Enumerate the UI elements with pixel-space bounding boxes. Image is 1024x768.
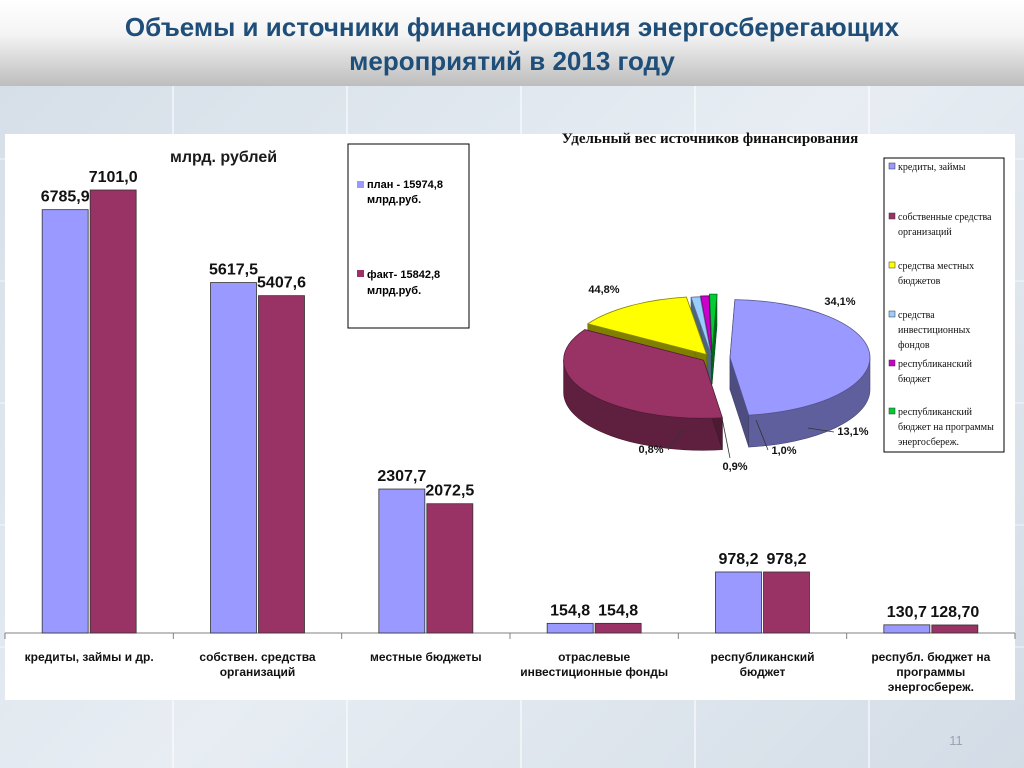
data-label-fact: 154,8 bbox=[598, 602, 638, 619]
slide-title: Объемы и источники финансирования энерго… bbox=[0, 10, 1024, 78]
bar-plan bbox=[883, 624, 931, 634]
pie-slice bbox=[709, 293, 718, 353]
pie-legend-label: энергосбереж. bbox=[898, 437, 959, 448]
pie-legend-label: средства местных bbox=[898, 261, 974, 272]
bar-plan bbox=[378, 488, 426, 634]
pie-leader-line bbox=[667, 427, 685, 451]
pie-legend-swatch bbox=[888, 310, 896, 318]
bar-fact bbox=[89, 189, 137, 634]
pie-data-label: 13,1% bbox=[837, 426, 868, 438]
pie-slice bbox=[586, 296, 708, 356]
pie-legend-label: кредиты, займы bbox=[898, 162, 966, 173]
x-tick-label: республиканский bbox=[711, 650, 815, 664]
pie-legend: кредиты, займы собственные средства органи… bbox=[883, 157, 1005, 453]
bar-plan bbox=[715, 571, 762, 634]
page-number: 11 bbox=[949, 733, 963, 748]
data-label-plan: 154,8 bbox=[550, 602, 590, 619]
pie-data-label: 34,1% bbox=[824, 296, 855, 308]
data-label-plan: 130,7 bbox=[887, 604, 927, 621]
legend-swatch-plan bbox=[357, 181, 364, 188]
data-label-fact: 5407,6 bbox=[257, 275, 306, 292]
pie-data-label: 0,8% bbox=[638, 444, 663, 456]
x-tick-label: программы bbox=[896, 665, 965, 679]
pie-legend-swatch bbox=[888, 162, 896, 170]
bar-plan bbox=[546, 622, 594, 634]
pie-legend-swatch bbox=[888, 212, 896, 220]
pie-legend-label: организаций bbox=[898, 227, 952, 238]
pie-legend-label: бюджет на программы bbox=[898, 422, 994, 433]
bar-plan bbox=[41, 209, 89, 634]
pie-leader-line bbox=[755, 419, 769, 451]
bar-legend-frame bbox=[347, 143, 470, 329]
bar-fact bbox=[594, 622, 642, 634]
unit-label: млрд. рублей bbox=[170, 149, 277, 166]
pie-slice bbox=[729, 299, 871, 416]
data-label-fact: 2072,5 bbox=[425, 483, 474, 500]
bar-plan bbox=[210, 282, 257, 634]
slide-title-line2: мероприятий в 2013 году bbox=[349, 46, 675, 76]
x-tick-label: инвестиционные фонды bbox=[520, 665, 668, 679]
data-label-fact: 7101,0 bbox=[89, 169, 138, 186]
x-tick-label: местные бюджеты bbox=[370, 650, 482, 664]
pie-slice bbox=[690, 296, 712, 355]
pie-title: Удельный вес источников финансирования bbox=[562, 131, 859, 147]
x-tick-label: отраслевые bbox=[558, 650, 630, 664]
pie-data-label: 44,8% bbox=[588, 284, 619, 296]
x-tick-label: кредиты, займы и др. bbox=[25, 650, 154, 664]
legend-swatch-fact bbox=[357, 270, 364, 277]
x-tick-label: собствен. средства bbox=[199, 650, 316, 664]
data-label-fact: 978,2 bbox=[766, 551, 806, 568]
data-label-plan: 2307,7 bbox=[377, 468, 426, 485]
pie-slice bbox=[563, 329, 723, 419]
pie-legend-swatch bbox=[888, 407, 896, 415]
legend-fact-line1: факт- 15842,8 bbox=[367, 269, 440, 281]
pie-legend-label: республиканский bbox=[898, 359, 973, 370]
pie-legend-label: бюджетов bbox=[898, 276, 941, 287]
pie-legend-label: собственные средства bbox=[898, 212, 992, 223]
data-label-fact: 128,70 bbox=[930, 604, 979, 621]
pie-legend-frame bbox=[883, 157, 1005, 453]
pie-leader-line bbox=[721, 417, 731, 459]
pie-legend-swatch bbox=[888, 261, 896, 269]
legend-plan-line2: млрд.руб. bbox=[367, 194, 421, 206]
pie-legend-label: бюджет bbox=[898, 374, 931, 385]
x-tick-label: бюджет bbox=[740, 665, 786, 679]
pie-leader-line bbox=[807, 427, 835, 433]
bar-fact bbox=[258, 295, 305, 634]
x-tick-label: энергосбереж. bbox=[888, 680, 974, 694]
data-label-plan: 5617,5 bbox=[209, 262, 258, 279]
data-label-plan: 6785,9 bbox=[41, 189, 90, 206]
bar-chart: 6785,9 7101,0 кредиты, займы и др. 5617,554… bbox=[4, 169, 1016, 694]
pie-legend-label: республиканский bbox=[898, 407, 973, 418]
bar-fact bbox=[931, 624, 979, 634]
pie-legend-swatch bbox=[888, 359, 896, 367]
bar-fact bbox=[763, 571, 810, 634]
data-label-plan: 978,2 bbox=[718, 551, 758, 568]
pie-legend-label: фондов bbox=[898, 340, 930, 351]
legend-plan-line1: план - 15974,8 bbox=[367, 179, 443, 191]
pie-data-label: 0,9% bbox=[722, 461, 747, 473]
pie-chart: Удельный вес источников финансирования 44… bbox=[562, 131, 1005, 473]
pie-legend-label: инвестиционных bbox=[898, 325, 970, 336]
chart-panel bbox=[5, 134, 1015, 700]
legend-fact-line2: млрд.руб. bbox=[367, 285, 421, 297]
slide-title-line1: Объемы и источники финансирования энерго… bbox=[124, 12, 900, 42]
bar-fact bbox=[426, 503, 474, 634]
pie-data-label: 1,0% bbox=[771, 445, 796, 457]
pie-legend-label: средства bbox=[898, 310, 935, 321]
header-band bbox=[0, 0, 1024, 86]
x-tick-label: организаций bbox=[220, 665, 296, 679]
x-tick-label: республ. бюджет на bbox=[871, 650, 990, 664]
bar-legend: план - 15974,8 млрд.руб. факт- 15842,8 м… bbox=[347, 143, 470, 329]
pie-slice bbox=[700, 295, 712, 354]
